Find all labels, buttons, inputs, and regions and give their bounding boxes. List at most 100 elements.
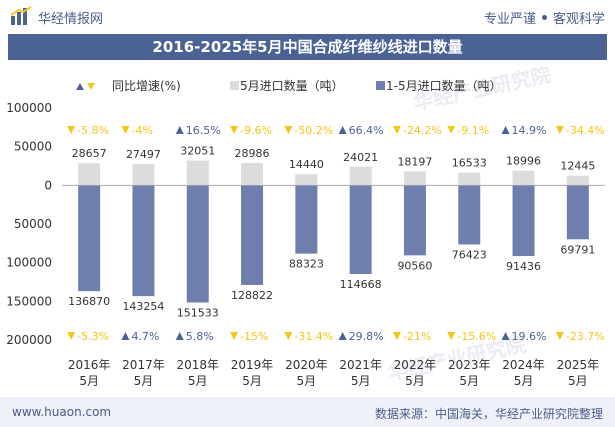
bar-cum-value: 90560 — [397, 259, 432, 272]
x-tick-label: 2020年 — [285, 358, 328, 372]
growth-may-label: 16.5% — [186, 124, 221, 137]
x-tick-label: 2025年 — [557, 358, 600, 372]
bar-may-value: 27497 — [126, 148, 161, 161]
growth-may-triangle — [175, 126, 184, 134]
x-tick-label: 2021年 — [339, 358, 382, 372]
bar-cum — [78, 185, 101, 292]
growth-cum-triangle — [555, 332, 564, 340]
x-tick-label: 5月 — [79, 374, 99, 388]
y-tick-label: 200000 — [6, 333, 52, 347]
x-tick-label: 5月 — [242, 374, 262, 388]
brand-name: 华经情报网 — [38, 12, 104, 27]
growth-cum-triangle — [392, 332, 401, 340]
growth-may-label: -24.2% — [403, 124, 442, 137]
growth-may-triangle — [447, 126, 456, 134]
growth-may-label: -5.8% — [77, 124, 109, 137]
bar-cum-value: 151533 — [177, 307, 219, 320]
bar-may — [78, 163, 101, 186]
y-tick-label: 100000 — [6, 256, 52, 270]
growth-cum-triangle — [175, 332, 184, 340]
bar-may — [458, 172, 481, 186]
bar-may-value: 24021 — [343, 151, 378, 164]
growth-may-triangle — [555, 126, 564, 134]
footer-source: 数据来源：中国海关，华经产业研究院整理 — [374, 407, 603, 421]
growth-cum-label: -31.4% — [294, 330, 333, 343]
growth-may-label: -4% — [131, 124, 152, 137]
x-tick-label: 2016年 — [68, 358, 111, 372]
bar-may-value: 14440 — [289, 158, 324, 171]
growth-cum-label: 19.6% — [512, 330, 547, 343]
x-tick-label: 2018年 — [176, 358, 219, 372]
bar-cum-value: 128822 — [231, 289, 273, 302]
x-tick-label: 2017年 — [122, 358, 165, 372]
growth-cum-triangle — [67, 332, 76, 340]
tagline-a: 专业严谨 — [483, 12, 536, 27]
bar-cum — [186, 185, 209, 303]
growth-cum-label: -15% — [240, 330, 268, 343]
x-tick-label: 5月 — [188, 374, 208, 388]
legend-growth-label: 同比增速(%) — [112, 79, 181, 93]
bar-may — [132, 164, 155, 186]
growth-may-triangle — [230, 126, 239, 134]
bar-may — [295, 174, 318, 186]
bar-cum — [566, 185, 589, 240]
bar-may — [349, 166, 372, 186]
growth-may-label: -9.1% — [457, 124, 489, 137]
growth-cum-triangle — [338, 332, 347, 340]
bar-cum-value: 76423 — [452, 248, 487, 261]
growth-may-label: -34.4% — [566, 124, 605, 137]
chart-title: 2016-2025年5月中国合成纤维纱线进口数量 — [8, 34, 607, 60]
growth-may-label: -9.6% — [240, 124, 272, 137]
x-tick-label: 2019年 — [231, 358, 274, 372]
legend-down-triangle — [87, 83, 95, 90]
footer: www.huaon.com 数据来源：中国海关，华经产业研究院整理 — [0, 397, 615, 427]
legend-cum-swatch — [376, 81, 385, 90]
growth-cum-label: -15.6% — [457, 330, 496, 343]
bar-may — [566, 175, 589, 186]
x-tick-label: 5月 — [514, 374, 534, 388]
logo-icon — [10, 6, 32, 25]
bar-cum — [132, 185, 155, 297]
x-tick-label: 5月 — [351, 374, 371, 388]
bar-may — [241, 162, 264, 186]
bar-cum — [512, 185, 535, 257]
legend-may-swatch — [230, 81, 239, 90]
x-tick-label: 5月 — [297, 374, 317, 388]
bar-cum-value: 114668 — [340, 278, 382, 291]
bar-may-value: 32051 — [180, 145, 215, 158]
growth-cum-label: 4.7% — [131, 330, 159, 343]
legend-up-triangle — [76, 83, 84, 90]
bar-cum-value: 143254 — [122, 300, 164, 313]
bar-cum-value: 69791 — [560, 243, 595, 256]
x-tick-label: 2022年 — [394, 358, 437, 372]
y-tick-label: 100000 — [6, 101, 52, 115]
bar-cum — [295, 185, 318, 254]
growth-cum-triangle — [284, 332, 293, 340]
growth-may-triangle — [392, 126, 401, 134]
x-tick-label: 5月 — [405, 374, 425, 388]
x-tick-label: 2023年 — [448, 358, 491, 372]
x-tick-label: 2024年 — [502, 358, 545, 372]
growth-cum-label: -5.3% — [77, 330, 109, 343]
bar-cum — [349, 185, 372, 275]
bar-may — [403, 171, 426, 186]
growth-may-triangle — [338, 126, 347, 134]
tagline-dot — [541, 15, 547, 20]
y-tick-label: 50000 — [14, 217, 52, 231]
bar-may-value: 18197 — [397, 155, 432, 168]
bar-cum-value: 91436 — [506, 260, 541, 273]
footer-website[interactable]: www.huaon.com — [12, 405, 112, 419]
legend-cum-label: 1-5月进口数量（吨） — [386, 78, 502, 93]
bar-cum-value: 136870 — [68, 295, 110, 308]
bar-may-value: 28657 — [72, 147, 107, 160]
bar-cum-value: 88323 — [289, 258, 324, 271]
growth-may-label: 66.4% — [349, 124, 384, 137]
growth-cum-label: 5.8% — [186, 330, 214, 343]
growth-cum-label: -21% — [403, 330, 431, 343]
bar-cum — [241, 185, 264, 285]
bar-may-value: 28986 — [235, 147, 270, 160]
growth-cum-triangle — [121, 332, 130, 340]
x-tick-label: 5月 — [568, 374, 588, 388]
bar-may-value: 16533 — [452, 157, 487, 170]
